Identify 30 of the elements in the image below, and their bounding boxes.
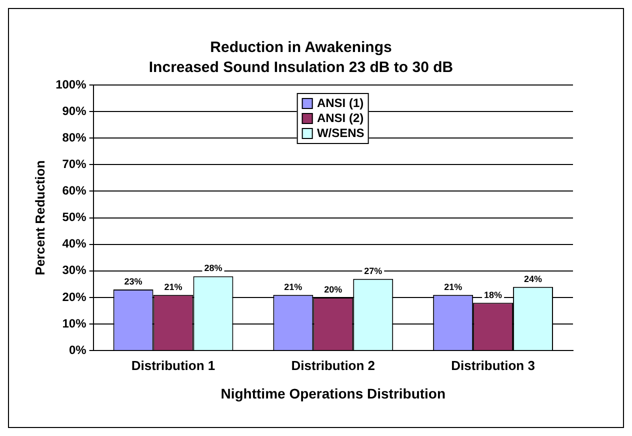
- x-axis-title: Nighttime Operations Distribution: [220, 385, 446, 402]
- data-label: 18%: [484, 290, 502, 300]
- legend-label: ANSI (1): [316, 96, 364, 111]
- y-tick-label: 60%: [62, 184, 87, 198]
- y-tick-label: 20%: [62, 290, 87, 304]
- data-label: 27%: [364, 266, 382, 276]
- chart-title: Reduction in Awakenings: [210, 39, 392, 56]
- y-tick-label: 100%: [56, 77, 87, 92]
- y-tick-label: 30%: [62, 263, 87, 278]
- x-tick-label: Distribution 1: [131, 358, 216, 373]
- data-label: 23%: [124, 276, 142, 286]
- data-label: 21%: [284, 282, 302, 292]
- y-tick-label: 0%: [68, 342, 87, 357]
- legend-label: ANSI (2): [316, 111, 364, 126]
- data-label: 20%: [324, 284, 342, 294]
- legend-label: W/SENS: [316, 126, 364, 141]
- data-label: 28%: [204, 263, 222, 274]
- chart-subtitle: Increased Sound Insulation 23 dB to 30 dB: [148, 59, 454, 76]
- y-tick-label: 10%: [62, 316, 87, 330]
- y-tick-label: 70%: [62, 156, 87, 171]
- y-tick-label: 80%: [62, 130, 87, 144]
- x-tick-label: Distribution 3: [451, 358, 535, 373]
- data-label: 21%: [444, 282, 462, 292]
- y-tick-label: 90%: [62, 104, 87, 118]
- y-axis-title: Percent Reduction: [32, 160, 48, 276]
- y-tick-label: 50%: [62, 210, 87, 224]
- y-tick-label: 40%: [62, 236, 87, 251]
- data-label: 21%: [164, 282, 182, 292]
- x-tick-label: Distribution 2: [291, 358, 376, 373]
- data-label: 24%: [524, 274, 542, 284]
